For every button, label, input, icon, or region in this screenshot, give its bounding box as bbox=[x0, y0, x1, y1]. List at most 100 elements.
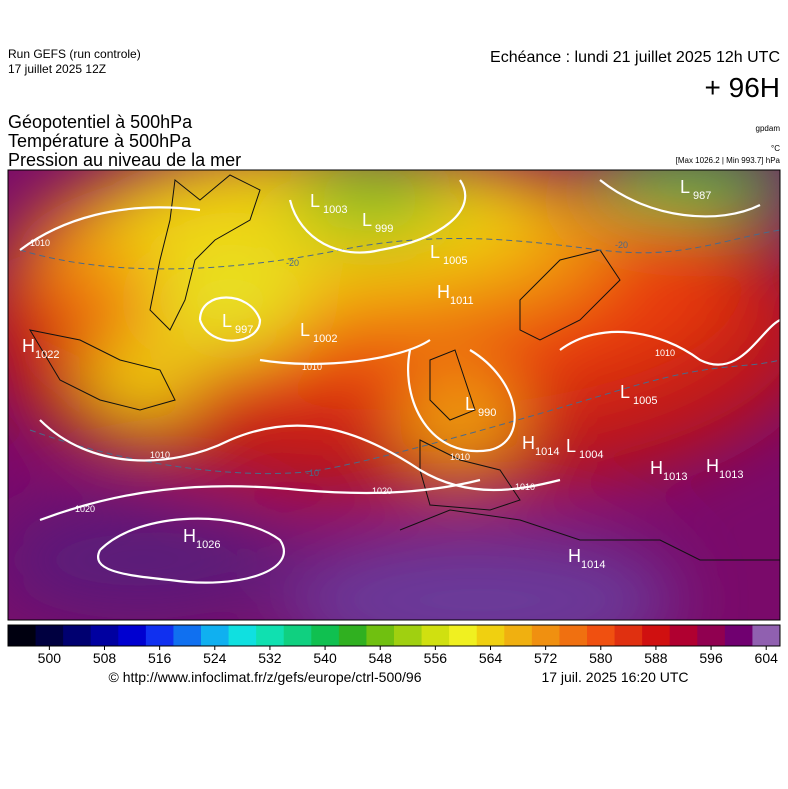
colorbar-tick-label: 588 bbox=[644, 650, 668, 666]
pressure-value: 1011 bbox=[450, 295, 474, 307]
run-date: 17 juillet 2025 12Z bbox=[8, 62, 106, 76]
unit: [Max 1026.2 | Min 993.7] hPa bbox=[676, 156, 781, 165]
colorbar-tick-label: 604 bbox=[755, 650, 779, 666]
colorbar-tick-label: 564 bbox=[479, 650, 503, 666]
colorbar-swatch bbox=[752, 625, 781, 646]
pressure-type: L bbox=[222, 311, 232, 331]
colorbar-swatch bbox=[421, 625, 450, 646]
pressure-value: 1022 bbox=[35, 349, 59, 361]
pressure-value: 1005 bbox=[443, 255, 467, 267]
colorbar-tick-label: 556 bbox=[424, 650, 448, 666]
pressure-value: 1014 bbox=[581, 559, 605, 571]
colorbar-swatch bbox=[476, 625, 505, 646]
pressure-type: L bbox=[362, 210, 372, 230]
pressure-type: H bbox=[183, 526, 196, 546]
colorbar-swatch bbox=[724, 625, 753, 646]
map bbox=[8, 170, 780, 620]
title: Pression au niveau de la mer bbox=[8, 150, 241, 170]
isobar-label: 1010 bbox=[655, 348, 675, 358]
colorbar-tick-label: 516 bbox=[148, 650, 172, 666]
map-frame bbox=[7, 169, 781, 621]
title: Géopotentiel à 500hPa bbox=[8, 112, 193, 132]
colorbar-tick-label: 580 bbox=[589, 650, 613, 666]
colorbar-tick-label: 500 bbox=[38, 650, 62, 666]
pressure-type: L bbox=[310, 191, 320, 211]
colorbar-swatch bbox=[449, 625, 478, 646]
colorbar-tick-label: 524 bbox=[203, 650, 227, 666]
colorbar-swatch bbox=[311, 625, 340, 646]
pressure-value: 1004 bbox=[579, 449, 603, 461]
colorbar-swatch bbox=[504, 625, 533, 646]
colorbar-swatch bbox=[559, 625, 588, 646]
pressure-value: 1013 bbox=[719, 469, 743, 481]
colorbar-swatch bbox=[283, 625, 312, 646]
pressure-type: H bbox=[22, 336, 35, 356]
colorbar-swatch bbox=[63, 625, 92, 646]
isobar-label: 1010 bbox=[150, 450, 170, 460]
temperature-label: -20 bbox=[286, 258, 299, 268]
colorbar-tick-label: 596 bbox=[699, 650, 723, 666]
colorbar-swatch bbox=[256, 625, 285, 646]
pressure-value: 1003 bbox=[323, 204, 347, 216]
colorbar-swatch bbox=[118, 625, 147, 646]
pressure-type: L bbox=[430, 242, 440, 262]
colorbar-swatch bbox=[587, 625, 616, 646]
isobar-label: 1010 bbox=[30, 238, 50, 248]
pressure-value: 999 bbox=[375, 223, 393, 235]
colorbar-swatch bbox=[201, 625, 230, 646]
valid-time: Echéance : lundi 21 juillet 2025 12h UTC bbox=[490, 49, 780, 66]
pressure-value: 1013 bbox=[663, 471, 687, 483]
pressure-value: 1002 bbox=[313, 333, 337, 345]
colorbar-swatch bbox=[697, 625, 726, 646]
colorbar-swatch bbox=[338, 625, 367, 646]
isobar-label: 1020 bbox=[75, 504, 95, 514]
colorbar-swatch bbox=[145, 625, 174, 646]
pressure-value: 1005 bbox=[633, 395, 657, 407]
colorbar-tick-label: 508 bbox=[93, 650, 117, 666]
title: Température à 500hPa bbox=[8, 131, 192, 151]
pressure-type: H bbox=[522, 433, 535, 453]
lead-time: + 96H bbox=[705, 72, 781, 103]
colorbar-swatch bbox=[669, 625, 698, 646]
colorbar-swatch bbox=[642, 625, 671, 646]
colorbar-swatch bbox=[35, 625, 64, 646]
pressure-type: H bbox=[568, 546, 581, 566]
temperature-label: -10 bbox=[306, 468, 319, 478]
colorbar-frame bbox=[7, 624, 781, 647]
pressure-type: H bbox=[650, 458, 663, 478]
colorbar-tick-label: 532 bbox=[258, 650, 282, 666]
isobar-label: 1010 bbox=[302, 362, 322, 372]
colorbar-swatch bbox=[394, 625, 423, 646]
source: © http://www.infoclimat.fr/z/gefs/europe… bbox=[108, 669, 421, 685]
isobar-label: 1020 bbox=[372, 486, 392, 496]
pressure-type: L bbox=[300, 320, 310, 340]
colorbar-swatch bbox=[228, 625, 257, 646]
unit: gpdam bbox=[756, 124, 781, 133]
pressure-type: L bbox=[680, 177, 690, 197]
pressure-type: L bbox=[620, 382, 630, 402]
temperature-label: -20 bbox=[615, 240, 628, 250]
generated-time: 17 juil. 2025 16:20 UTC bbox=[541, 669, 688, 685]
colorbar-tick-label: 548 bbox=[369, 650, 393, 666]
pressure-value: 997 bbox=[235, 324, 253, 336]
colorbar-swatch bbox=[531, 625, 560, 646]
pressure-type: H bbox=[706, 456, 719, 476]
colorbar-swatch bbox=[8, 625, 37, 646]
pressure-value: 990 bbox=[478, 407, 496, 419]
colorbar-swatch bbox=[173, 625, 202, 646]
pressure-type: L bbox=[465, 394, 475, 414]
colorbar-tick-label: 540 bbox=[313, 650, 337, 666]
colorbar-swatch bbox=[614, 625, 643, 646]
colorbar-swatch bbox=[366, 625, 395, 646]
pressure-value: 1014 bbox=[535, 446, 559, 458]
colorbar-swatch bbox=[90, 625, 119, 646]
colorbar-tick-label: 572 bbox=[534, 650, 558, 666]
unit: °C bbox=[771, 144, 780, 153]
isobar-label: 1010 bbox=[515, 482, 535, 492]
pressure-value: 1026 bbox=[196, 539, 220, 551]
isobar-label: 1010 bbox=[450, 452, 470, 462]
pressure-type: H bbox=[437, 282, 450, 302]
pressure-type: L bbox=[566, 436, 576, 456]
run-name: Run GEFS (run controle) bbox=[8, 47, 141, 61]
